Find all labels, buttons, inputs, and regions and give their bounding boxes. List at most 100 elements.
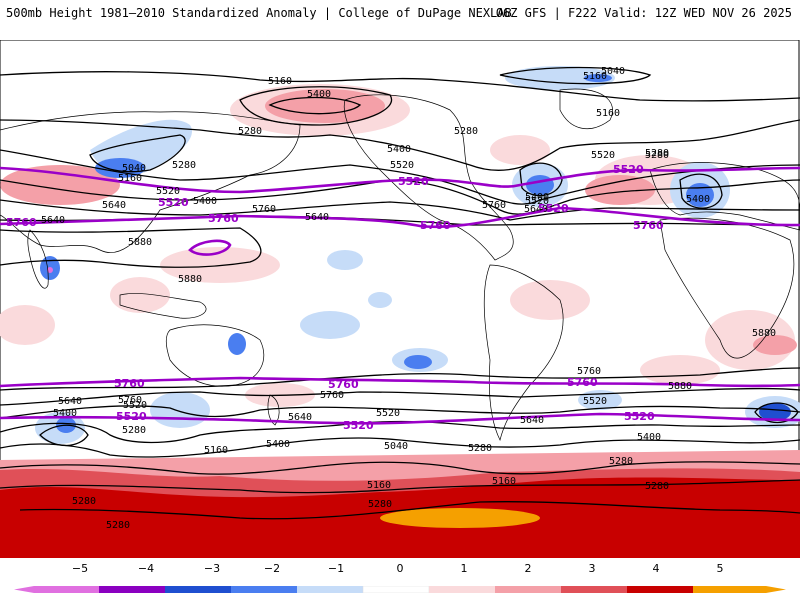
highlight-5760-north <box>0 206 800 229</box>
highlight-5760-south <box>0 376 800 388</box>
label-5880-s: 5880 <box>752 328 776 339</box>
highlight-label-5760: 5760 <box>633 219 664 232</box>
label-5280: 5280 <box>645 150 669 161</box>
label-5520: 5520 <box>156 186 180 197</box>
label-5520: 5520 <box>525 196 549 207</box>
label-5280-s: 5280 <box>122 425 146 436</box>
label-5160: 5160 <box>583 71 607 82</box>
contour-5400-s <box>0 437 800 458</box>
colorbar-seg-neg4 <box>99 586 165 593</box>
label-5400-s: 5400 <box>266 439 290 450</box>
label-5280-s: 5280 <box>645 481 669 492</box>
label-5400: 5400 <box>193 196 217 207</box>
label-5640: 5640 <box>102 200 126 211</box>
contour-europe-low <box>679 173 723 209</box>
label-5640: 5640 <box>305 212 329 223</box>
south-atlantic-negative-west <box>578 390 622 410</box>
highlight-label-5760-s: 5760 <box>567 376 598 389</box>
label-5640: 5640 <box>524 204 548 215</box>
label-5760-s: 5760 <box>320 390 344 401</box>
highlight-label-5760: 5760 <box>6 216 37 229</box>
label-5880-s: 5880 <box>668 381 692 392</box>
tasman-negative <box>150 392 210 428</box>
south-africa-positive-core <box>753 335 797 355</box>
colorbar-label: 2 <box>524 562 532 575</box>
north-america-outline <box>343 94 514 261</box>
label-5760: 5760 <box>482 200 506 211</box>
contour-indian-low <box>39 424 89 447</box>
map-svg: 5160 5400 5280 5040 5160 5040 5160 5280 … <box>0 40 800 558</box>
south-atlantic-positive <box>640 355 720 385</box>
atlantic-positive-core <box>585 175 655 205</box>
contour-5400 <box>0 149 800 205</box>
contour-5040-siberia <box>89 134 186 173</box>
contour-labels-black: 5160 5400 5280 5040 5160 5040 5160 5280 … <box>41 66 776 531</box>
label-5400: 5400 <box>307 89 331 100</box>
model-valid-time: 06Z GFS | F222 Valid: 12Z WED NOV 26 202… <box>495 6 792 20</box>
label-5160-s: 5160 <box>492 476 516 487</box>
colorbar-label: −2 <box>263 562 281 575</box>
colorbar-label: 0 <box>396 562 404 575</box>
colorbar-label: 4 <box>652 562 660 575</box>
europe-outline <box>649 162 800 231</box>
highlight-5880-pacific <box>188 239 232 256</box>
label-5760: 5760 <box>252 204 276 215</box>
contour-5520-n <box>0 179 800 215</box>
highlight-label-5520: 5520 <box>538 202 569 215</box>
label-5400: 5400 <box>525 192 549 203</box>
contour-5040-arctic <box>499 66 652 85</box>
contour-5160-s <box>0 479 800 494</box>
label-5640-s: 5640 <box>58 396 82 407</box>
contour-5280-antarctic <box>19 501 800 520</box>
contour-5520-inner <box>268 96 362 115</box>
colorbar-label: −3 <box>203 562 221 575</box>
colorbar-seg-pos3 <box>561 586 627 593</box>
header: 500mb Height 1981–2010 Standardized Anom… <box>0 0 800 28</box>
label-5760-s: 5760 <box>577 366 601 377</box>
south-america-positive <box>510 280 590 320</box>
east-pacific-negative-core <box>404 355 432 369</box>
contour-5280-s <box>0 461 800 475</box>
height-contours-north <box>0 66 800 268</box>
label-5880: 5880 <box>178 274 202 285</box>
colorbar-seg-pos4 <box>627 586 693 593</box>
north-pacific-positive-core <box>265 89 385 123</box>
colorbar-seg-pos1 <box>429 586 495 593</box>
australia-negative-core <box>228 333 246 355</box>
highlight-label-5520: 5520 <box>398 175 429 188</box>
label-5160: 5160 <box>118 173 142 184</box>
label-5280-s: 5280 <box>368 499 392 510</box>
label-5280-s: 5280 <box>72 496 96 507</box>
positive-anomaly-areas <box>0 84 800 558</box>
label-5520-s: 5520 <box>583 396 607 407</box>
label-5640-s: 5640 <box>288 412 312 423</box>
colorbar-label: −5 <box>71 562 89 575</box>
maritime-continent-outline <box>119 293 207 319</box>
highlight-label-5760-s: 5760 <box>328 378 359 391</box>
highlight-label-5760: 5760 <box>208 212 239 225</box>
label-5760-s: 5760 <box>118 395 142 406</box>
label-5880: 5880 <box>128 237 152 248</box>
label-5400: 5400 <box>686 194 710 205</box>
india-outline <box>27 229 49 289</box>
anomaly-map[interactable]: 5160 5400 5280 5040 5160 5040 5160 5280 … <box>0 40 800 558</box>
contour-5640-s <box>0 405 800 419</box>
max-anomaly-core <box>380 508 540 528</box>
anomaly-colorbar: −5 −4 −3 −2 −1 0 1 2 3 4 5 <box>0 562 800 600</box>
colorbar-seg-neutral <box>362 586 430 593</box>
label-5520-s: 5520 <box>123 400 147 411</box>
contour-5400-closed <box>239 86 393 126</box>
map-title: 500mb Height 1981–2010 Standardized Anom… <box>6 6 512 20</box>
highlight-label-5520-s: 5520 <box>343 419 374 432</box>
pacific-negative-b <box>368 292 392 308</box>
colorbar-seg-neg1 <box>297 586 363 593</box>
highlight-label-5520: 5520 <box>158 196 189 209</box>
label-5160-s: 5160 <box>367 480 391 491</box>
label-5160: 5160 <box>268 76 292 87</box>
colorbar-seg-neg5 <box>34 586 99 593</box>
label-5160: 5160 <box>596 108 620 119</box>
europe-negative-core <box>686 183 714 207</box>
label-5280-s: 5280 <box>106 520 130 531</box>
highlight-label-5520-s: 5520 <box>624 410 655 423</box>
label-5520-s: 5520 <box>376 408 400 419</box>
